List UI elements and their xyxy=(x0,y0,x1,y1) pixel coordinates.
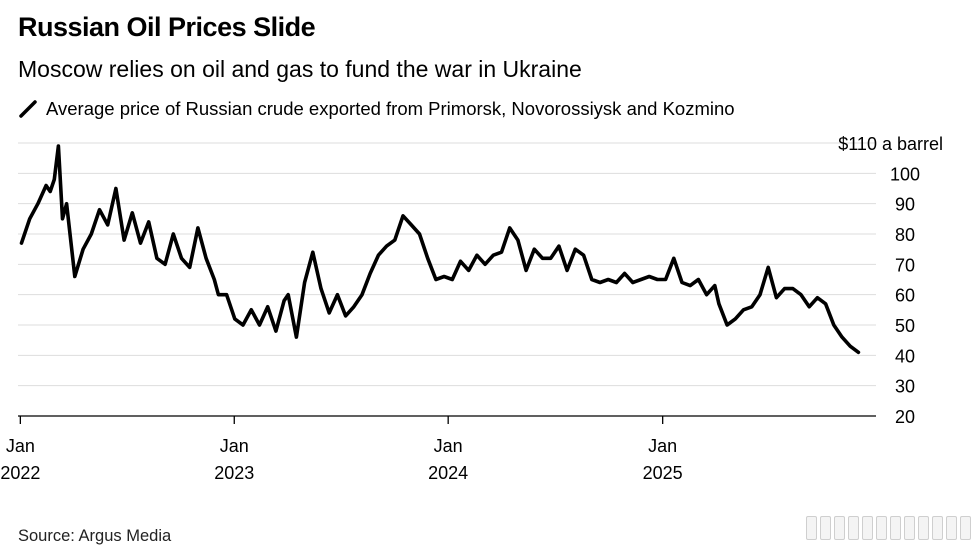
x-axis-tick-labels: Jan 2022 Jan 2023 Jan 2024 Jan 2025 xyxy=(0,416,683,483)
series-layer xyxy=(19,144,861,355)
y-tick-label: 80 xyxy=(895,225,915,245)
series-line-0 xyxy=(19,144,861,355)
source-note: Source: Argus Media xyxy=(18,527,172,545)
x-tick-label-month: Jan xyxy=(434,436,463,456)
y-tick-label: 20 xyxy=(895,407,915,427)
y-tick-label: $110 a barrel xyxy=(838,134,943,154)
x-tick-label-month: Jan xyxy=(648,436,677,456)
y-tick-label: 40 xyxy=(895,346,915,366)
chart-title: Russian Oil Prices Slide xyxy=(18,12,316,42)
chart-subtitle: Moscow relies on oil and gas to fund the… xyxy=(18,56,582,82)
y-axis-tick-labels: 20 30 40 50 60 70 80 90 100 $110 a barrel xyxy=(838,134,943,427)
legend: Average price of Russian crude exported … xyxy=(18,98,735,120)
grid-lines xyxy=(18,142,876,387)
x-tick-label-year: 2022 xyxy=(0,463,40,483)
y-tick-label: 60 xyxy=(895,286,915,306)
y-tick-label: 70 xyxy=(895,255,915,275)
watermark-logo xyxy=(806,516,973,540)
y-tick-label: 50 xyxy=(895,316,915,336)
x-tick-label-year: 2023 xyxy=(214,463,254,483)
x-tick-label-month: Jan xyxy=(6,436,35,456)
x-tick-label-year: 2024 xyxy=(428,463,468,483)
y-tick-label: 100 xyxy=(890,164,920,184)
legend-label: Average price of Russian crude exported … xyxy=(46,98,735,119)
legend-line-icon xyxy=(19,100,37,118)
x-tick-label-month: Jan xyxy=(220,436,249,456)
y-tick-label: 90 xyxy=(895,195,915,215)
y-tick-label: 30 xyxy=(895,377,915,397)
x-tick-label-year: 2025 xyxy=(643,463,683,483)
